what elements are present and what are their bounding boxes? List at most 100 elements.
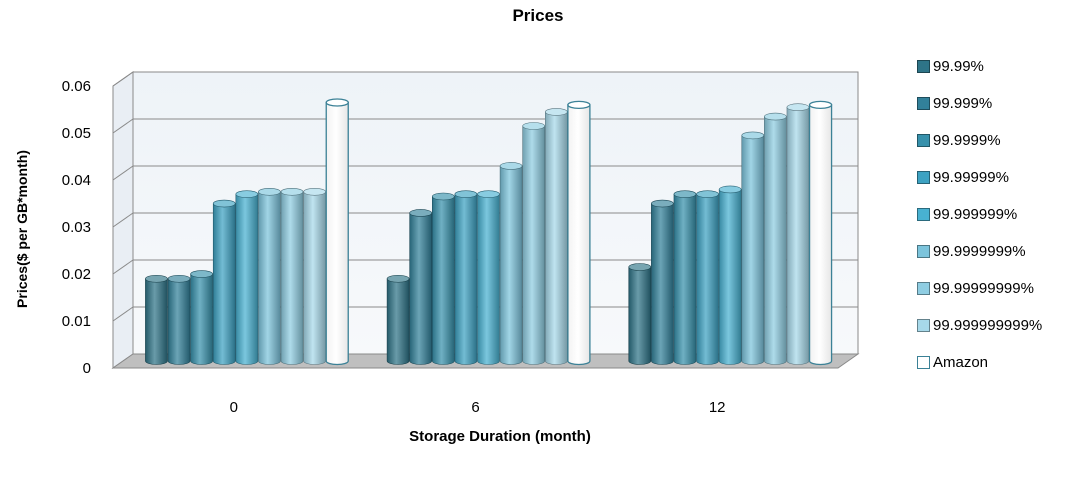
legend-swatch (917, 60, 930, 73)
legend-swatch (917, 282, 930, 295)
legend-label: 99.9999% (933, 132, 1001, 149)
gridline (112, 165, 858, 181)
y-tick-label: 0.06 (62, 78, 91, 95)
bar (235, 193, 259, 365)
bar-top (325, 98, 349, 107)
bar-top (235, 190, 259, 198)
bar-top (786, 103, 810, 111)
bar-top (741, 131, 765, 140)
bar-top (544, 108, 568, 116)
bar (409, 212, 432, 365)
legend-entry: Amazon (917, 344, 1042, 381)
gridline (112, 306, 858, 322)
gridline (112, 118, 858, 134)
legend: 99.99% 99.999% 99.9999% 99.99999% 99.999999%… (917, 48, 1042, 381)
legend-label: Amazon (933, 354, 989, 371)
legend-label: 99.999999999% (933, 317, 1043, 334)
legend-label: 99.99% (933, 58, 984, 75)
bar (786, 106, 810, 365)
bar-top (454, 190, 478, 198)
x-tick-label: 12 (709, 399, 726, 416)
bar-top (764, 112, 787, 121)
bar-top (212, 199, 236, 208)
bar-top (718, 185, 742, 194)
gridline (112, 212, 858, 228)
legend-swatch (917, 171, 930, 184)
legend-entry: 99.99% (917, 48, 1042, 85)
bar (258, 191, 281, 365)
legend-entry: 99.999% (917, 85, 1042, 122)
bar-top (167, 274, 191, 283)
legend-swatch (917, 319, 930, 332)
bar-top (145, 274, 168, 283)
legend-swatch (917, 245, 930, 258)
legend-swatch (917, 134, 930, 147)
y-tick-label: 0.05 (62, 125, 91, 142)
bar (628, 266, 652, 365)
bar-top (628, 263, 652, 271)
bar (764, 116, 787, 365)
bar (386, 278, 410, 365)
bar-top (477, 190, 500, 198)
bar (145, 278, 168, 365)
bar-top (303, 188, 326, 196)
bar (567, 104, 591, 366)
bar-top (567, 100, 591, 109)
legend-swatch (917, 97, 930, 110)
bar (303, 191, 326, 365)
bar (718, 189, 742, 365)
legend-label: 99.9999999% (933, 243, 1026, 260)
x-tick-label: 0 (230, 399, 238, 416)
y-tick-label: 0.02 (62, 266, 91, 283)
bar (673, 193, 697, 365)
y-tick-label: 0.01 (62, 313, 91, 330)
legend-entry: 99.9999999% (917, 233, 1042, 270)
y-tick-label: 0.04 (62, 172, 91, 189)
gridline (112, 71, 858, 87)
legend-label: 99.999% (933, 95, 993, 112)
bar (280, 191, 304, 365)
bar (651, 203, 674, 365)
y-axis-label-text: Prices($ per GB*month) (14, 150, 30, 308)
bar (741, 135, 765, 365)
bar (499, 165, 523, 365)
chart-title: Prices (512, 6, 564, 25)
bar-top (386, 274, 410, 283)
legend-entry: 99.999999999% (917, 307, 1042, 344)
bar (808, 104, 833, 366)
bar-top (673, 190, 697, 198)
legend-label: 99.999999% (933, 206, 1018, 223)
bar-top (808, 100, 833, 109)
legend-entry: 99.9999% (917, 122, 1042, 159)
x-tick-label: 6 (471, 399, 479, 416)
bar (212, 203, 236, 365)
bar (545, 111, 568, 365)
x-axis-label: Storage Duration (month) (409, 428, 591, 445)
y-tick-label: 0 (83, 360, 91, 377)
bar-top (190, 270, 213, 278)
bar (167, 278, 191, 365)
bar-top (258, 188, 281, 196)
bar (325, 101, 349, 366)
bar (696, 193, 719, 365)
bar-top (499, 162, 523, 170)
legend-label: 99.99999% (933, 169, 1009, 186)
bar (190, 273, 213, 365)
bar-top (409, 209, 433, 217)
legend-swatch (917, 356, 930, 369)
bar-top (696, 190, 719, 198)
bar (477, 193, 500, 365)
bar-top (522, 122, 546, 130)
bar (432, 196, 455, 365)
legend-label: 99.99999999% (933, 280, 1034, 297)
bar-top (431, 192, 455, 201)
legend-entry: 99.999999% (917, 196, 1042, 233)
legend-entry: 99.99999999% (917, 270, 1042, 307)
y-tick-label: 0.03 (62, 219, 91, 236)
legend-entry: 99.99999% (917, 159, 1042, 196)
bar-top (280, 188, 304, 196)
bar (454, 193, 478, 365)
bar-top (651, 199, 674, 208)
legend-swatch (917, 208, 930, 221)
